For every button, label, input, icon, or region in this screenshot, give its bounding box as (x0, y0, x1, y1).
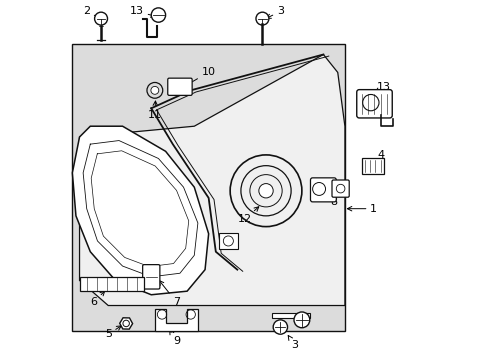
Polygon shape (80, 277, 144, 291)
Text: 12: 12 (237, 207, 258, 224)
FancyBboxPatch shape (218, 233, 238, 249)
FancyBboxPatch shape (167, 78, 192, 95)
Text: 9: 9 (169, 330, 180, 346)
Text: 11: 11 (147, 101, 162, 121)
Text: 8: 8 (323, 186, 337, 207)
Text: 1: 1 (346, 204, 376, 214)
FancyBboxPatch shape (72, 44, 344, 330)
Circle shape (273, 320, 287, 334)
FancyBboxPatch shape (142, 265, 160, 289)
Polygon shape (155, 309, 198, 330)
FancyBboxPatch shape (356, 90, 391, 118)
Polygon shape (80, 54, 344, 306)
Text: 3: 3 (266, 6, 283, 18)
Circle shape (258, 184, 273, 198)
Text: 5: 5 (104, 326, 121, 339)
Text: 6: 6 (90, 291, 104, 307)
Circle shape (151, 86, 159, 94)
FancyBboxPatch shape (310, 178, 336, 202)
Polygon shape (272, 314, 309, 318)
Text: 10: 10 (185, 67, 215, 86)
Text: 2: 2 (83, 6, 100, 18)
Text: 7: 7 (159, 280, 180, 307)
Text: 3: 3 (287, 336, 298, 350)
Text: 4: 4 (372, 150, 384, 164)
Circle shape (94, 12, 107, 25)
Text: 13: 13 (374, 82, 390, 93)
Circle shape (151, 8, 165, 22)
FancyBboxPatch shape (361, 158, 383, 174)
FancyBboxPatch shape (331, 180, 348, 197)
Circle shape (293, 312, 309, 328)
Polygon shape (72, 126, 208, 295)
Circle shape (255, 12, 268, 25)
Text: 13: 13 (130, 6, 155, 17)
